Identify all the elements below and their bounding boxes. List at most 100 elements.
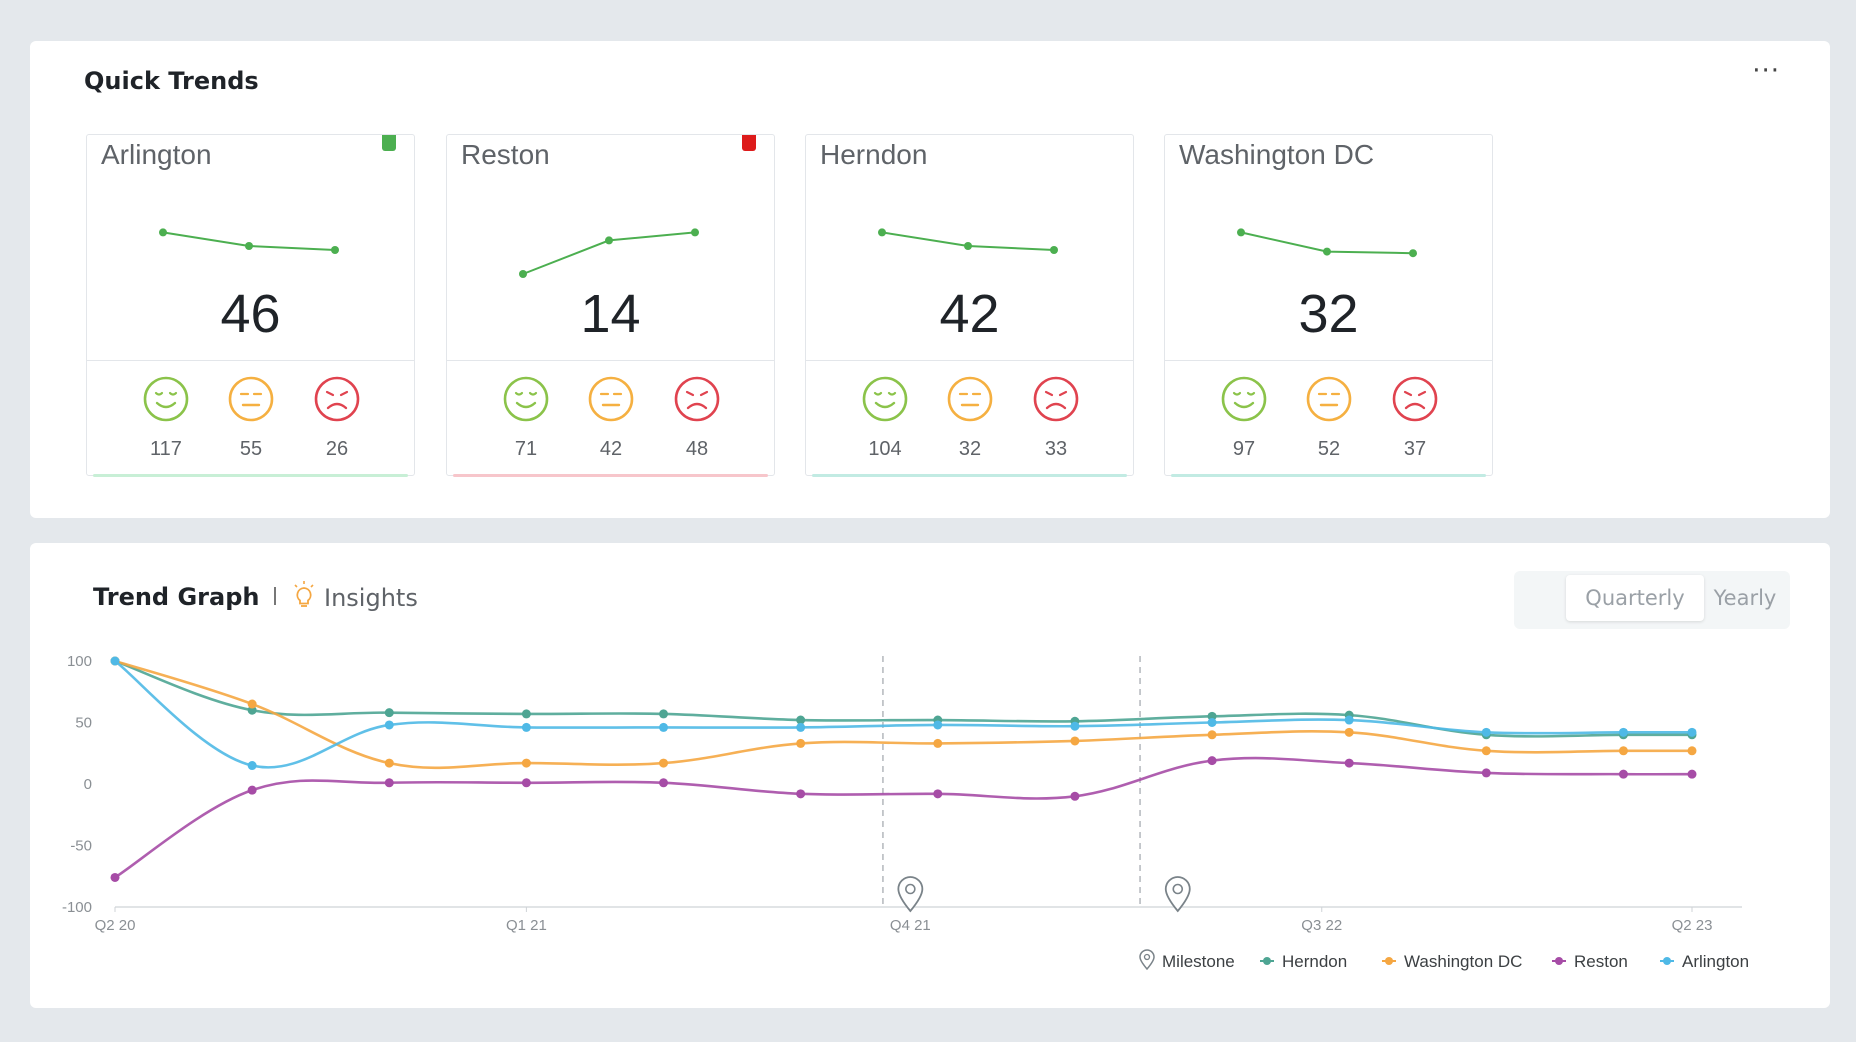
status-flag-icon [742,135,756,151]
data-point [933,789,943,799]
data-point [247,785,257,795]
data-point [521,778,531,788]
insights-link[interactable]: Insights [324,584,418,612]
neutral-face-icon [228,376,274,422]
status-flag-icon [382,135,396,151]
card-location-name: Arlington [101,139,212,170]
positive-count: 71 [514,438,538,460]
sparkline-point [878,228,886,237]
data-point [1618,769,1628,779]
data-point [1070,736,1080,746]
quick-trends-title: Quick Trends [84,67,259,95]
neutral-count: 55 [239,438,263,460]
trend-graph-title: Trend Graph [93,583,260,611]
data-point [1481,727,1491,737]
location-card[interactable]: Washington DC 32 97 52 37 [1164,134,1493,477]
location-card[interactable]: Reston 14 71 42 48 [446,134,775,477]
sad-face-icon [674,376,720,422]
neutral-count: 32 [958,438,982,460]
card-score: 46 [220,284,281,344]
card-score: 42 [939,284,1000,344]
sparkline-point [245,242,253,250]
card-location-name: Herndon [820,139,928,170]
card-accent-line [1171,474,1486,477]
positive-count: 104 [868,438,902,460]
series-line-arlington [114,659,1692,769]
more-options-button[interactable]: ··· [1752,56,1780,86]
happy-face-icon [1221,376,1267,422]
negative-count: 33 [1044,438,1068,460]
data-point [1687,727,1697,737]
sad-face-icon [1033,376,1079,422]
legend-swatch-dot [1555,957,1563,965]
period-toggle: Quarterly Yearly [1514,571,1790,629]
sparkline-point [1323,247,1331,256]
legend-label[interactable]: Herndon [1282,952,1347,971]
data-point [659,722,669,732]
neutral-count: 42 [599,438,623,460]
sparkline [519,228,699,278]
legend-label[interactable]: Milestone [1162,952,1235,971]
location-card[interactable]: Arlington 46 117 55 26 [86,134,415,477]
lightbulb-icon [294,581,314,607]
data-point [933,738,943,748]
card-score: 32 [1298,284,1359,344]
happy-face-icon [862,376,908,422]
data-point [1344,758,1354,768]
data-point [933,720,943,730]
data-point [247,705,257,715]
data-point [1207,711,1217,721]
title-separator [274,587,276,605]
location-card[interactable]: Herndon 42 104 32 33 [805,134,1134,477]
data-point [1207,730,1217,740]
sparkline-point [1409,249,1417,258]
negative-count: 26 [325,438,349,460]
y-tick-label: -100 [62,899,92,916]
data-point [521,709,531,719]
y-tick-label: -50 [70,838,92,855]
x-tick-label: Q2 23 [1672,917,1713,934]
sparkline-point [605,236,613,245]
data-point [1070,721,1080,731]
card-location-name: Reston [461,139,550,170]
sparkline-point [159,228,167,237]
neutral-count: 52 [1317,438,1341,460]
sad-face-icon [314,376,360,422]
series-line-reston [114,756,1693,879]
positive-count: 97 [1232,438,1256,460]
data-point [1207,718,1217,727]
legend-label[interactable]: Arlington [1682,952,1749,971]
card-divider [447,360,774,361]
data-point [1070,791,1080,801]
card-accent-line [93,474,408,477]
data-point [384,758,394,768]
quarterly-button[interactable]: Quarterly [1566,575,1704,621]
card-accent-line [812,474,1127,477]
data-point [1344,715,1354,725]
data-point [521,758,531,768]
card-divider [806,360,1133,361]
x-tick-label: Q4 21 [890,917,931,934]
legend-label[interactable]: Washington DC [1404,952,1522,971]
data-point [1687,769,1697,779]
legend-label[interactable]: Reston [1574,952,1628,971]
neutral-face-icon [1306,376,1352,422]
data-point [796,789,806,799]
milestone-pin-icon [1164,876,1191,913]
negative-count: 48 [685,438,709,460]
data-point [1344,727,1354,737]
data-point [796,722,806,732]
data-point [1618,727,1628,737]
quick-trends-panel: Quick Trends ··· Arlington 46 117 55 26 Resto… [30,41,1830,518]
data-point [247,761,257,771]
trend-graph-panel: 100 50 0 -50 -100 Q2 20 Q1 21 Q4 21 Q3 22 Q2 23 Mi… [30,543,1830,1008]
sparkline-point [964,242,972,250]
data-point [247,699,257,709]
happy-face-icon [143,376,189,422]
yearly-button[interactable]: Yearly [1713,586,1777,610]
card-accent-line [453,474,768,477]
y-tick-label: 100 [67,653,92,670]
sparkline [878,228,1058,254]
x-tick-label: Q2 20 [95,917,136,934]
